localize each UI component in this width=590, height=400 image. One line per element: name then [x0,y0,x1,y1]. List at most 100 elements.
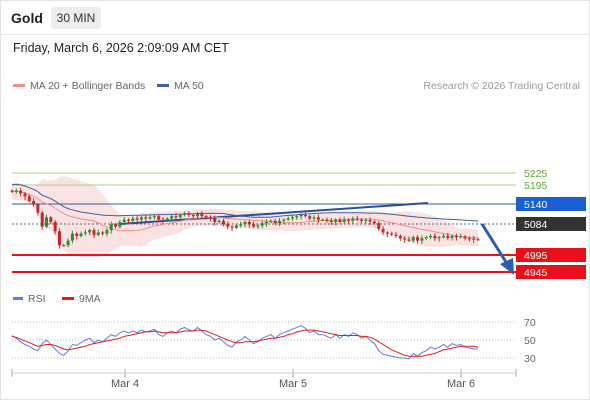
rsi-ma-line [11,329,479,357]
candle-body [239,224,243,226]
legend-rsi-swatch [13,296,23,300]
candle-body [286,218,290,220]
timeframe-button[interactable]: 30 MIN [51,7,101,29]
candle-body [57,231,61,246]
candle-body [66,240,70,246]
candle-body [342,219,346,222]
candle-body [101,232,105,234]
candle-body [252,224,256,227]
x-tick-label: Mar 4 [111,378,139,390]
rsi-level-label: 70 [524,317,536,329]
candle-body [14,190,18,192]
candle-body [157,216,161,220]
candle-body [282,219,286,221]
candle-body [316,217,320,220]
legend-rsi-ma-swatch [62,296,74,300]
legend-ma50-swatch [157,83,169,87]
candle-body [312,217,316,219]
candle-body [269,220,273,222]
candle-body [40,212,44,227]
legend-ma50-label: MA 50 [174,80,204,92]
pivot-label-box [516,197,586,211]
candle-body [92,230,96,235]
candle-body [45,217,49,227]
candle-body [75,233,79,236]
candle-body [19,190,23,194]
legend-ma20: MA 20 + Bollinger Bands [13,80,145,92]
ma20-line [11,190,479,239]
candle-body [308,216,312,219]
candle-body [174,216,178,218]
candle-body [476,239,480,241]
candle-body [70,233,74,241]
candle-body [368,220,372,222]
candle-body [148,217,152,219]
forecast-arrow [480,223,508,263]
candle-body [118,221,122,227]
candle-body [446,235,450,238]
ma50-line [11,183,479,222]
candle-body [472,238,476,240]
legend-rsi-ma-label: 9MA [79,293,101,305]
candle-body [79,233,83,236]
candle-body [390,233,394,235]
candle-body [325,219,329,221]
candle-body [135,218,139,220]
candle-body [187,213,191,216]
candle-body [299,215,303,217]
candle-body [424,237,428,239]
candle-body [62,245,66,247]
candle-body [200,213,204,217]
candle-body [381,228,385,233]
legend-ma20-swatch [13,83,25,87]
timestamp: Friday, March 6, 2026 2:09:09 AM CET [13,41,229,55]
candle-body [441,235,445,238]
candle-body [27,196,31,202]
candle-body [429,235,433,238]
candle-body [256,225,260,227]
candle-body [23,193,27,197]
candle-body [83,232,87,234]
candle-body [372,221,376,224]
candle-body [360,219,363,221]
candle-body [53,221,57,232]
candle-body [10,190,14,192]
candle-body [385,232,389,234]
candle-body [420,238,424,241]
candle-body [234,225,238,228]
candle-body [152,216,156,218]
candle-body [196,213,200,217]
resistance-2-label: 5195 [524,180,548,192]
candle-body [247,221,251,225]
support-2-label: 4945 [524,267,548,279]
candle-body [398,235,402,239]
candle-body [191,215,195,217]
resistance-1-label: 5225 [524,168,548,180]
candle-body [105,230,109,234]
x-tick-label: Mar 5 [279,378,307,390]
candle-body [36,204,40,213]
candle-body [355,218,359,220]
candle-body [278,220,282,224]
credit-text: Research © 2026 Trading Central [423,80,580,92]
support-1-label: 4995 [524,250,548,262]
legend-rsi: RSI [13,293,46,305]
candle-body [131,218,135,221]
candle-body [226,224,230,227]
candle-body [394,234,398,236]
candle-body [122,219,126,222]
last-price-label: 5084 [524,219,548,231]
candle-body [213,218,217,222]
candle-body [230,226,234,228]
candle-body [127,219,130,221]
candle-body [347,219,351,221]
candle-body [411,237,415,241]
candle-body [467,238,471,240]
legend-ma50: MA 50 [157,80,204,92]
candle-body [161,219,165,221]
candle-body [334,219,338,222]
candle-body [170,216,174,219]
candle-body [364,220,368,222]
legend-rsi-label: RSI [28,293,46,305]
